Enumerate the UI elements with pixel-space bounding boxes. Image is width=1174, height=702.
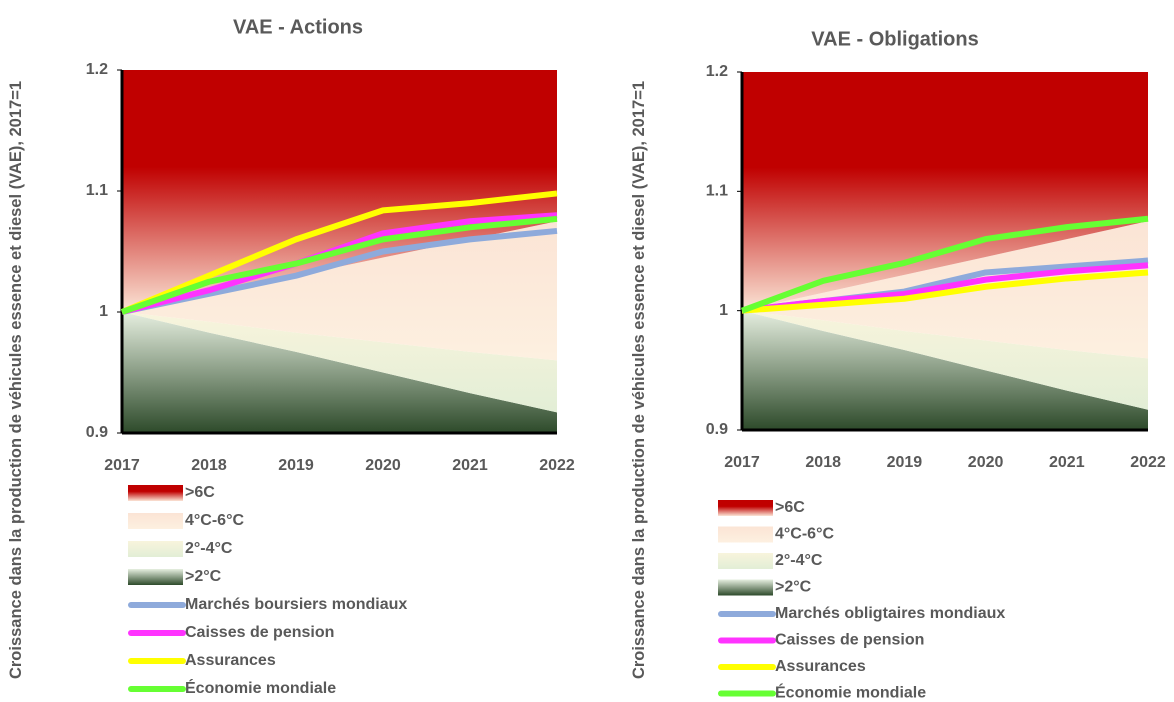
- x-tick-label: 2022: [1130, 454, 1166, 471]
- legend-label: 4°C-6°C: [775, 526, 834, 543]
- x-tick-label: 2017: [104, 457, 140, 474]
- legend-swatch: [718, 500, 773, 516]
- legend-label: Marchés obligtaires mondiaux: [775, 605, 1005, 622]
- legend-label: 4°C-6°C: [185, 512, 244, 529]
- legend-label: >2°C: [185, 568, 222, 585]
- x-tick-label: 2018: [191, 457, 227, 474]
- x-tick-label: 2018: [805, 454, 841, 471]
- legend-label: Caisses de pension: [775, 632, 924, 649]
- series-line: [740, 215, 1149, 314]
- x-tick-label: 2017: [724, 454, 760, 471]
- chart-title: VAE - Obligations: [811, 28, 978, 50]
- legend-label: >6C: [185, 484, 215, 501]
- legend-swatch: [718, 579, 773, 596]
- scenario-band: [742, 310, 1148, 410]
- scenario-band: [122, 221, 557, 361]
- x-tick-label: 2019: [278, 457, 314, 474]
- scenario-band: [122, 312, 557, 413]
- legend-label: Assurances: [185, 652, 276, 669]
- legend-swatch: [128, 541, 183, 557]
- y-tick-label: 0.9: [86, 424, 108, 441]
- series-line: [741, 269, 1149, 314]
- series-line: [121, 215, 558, 315]
- chart-title: VAE - Actions: [233, 16, 363, 38]
- legend-label: Économie mondiale: [185, 678, 336, 697]
- y-axis-label-text: Croissance dans la production de véhicul…: [7, 80, 25, 680]
- x-tick-label: 2021: [1049, 454, 1085, 471]
- x-tick-label: 2021: [452, 457, 488, 474]
- y-axis-label: Croissance dans la production de véhicul…: [630, 80, 648, 680]
- legend-label: Marchés boursiers mondiaux: [185, 596, 407, 613]
- legend-label: Caisses de pension: [185, 624, 334, 641]
- y-tick-label: 1: [99, 303, 108, 320]
- y-tick-label: 1.2: [86, 61, 108, 78]
- legend-swatch: [128, 485, 183, 501]
- scenario-band: [742, 310, 1148, 430]
- scenario-band: [122, 70, 557, 312]
- y-tick-label: 1.1: [706, 183, 728, 200]
- x-tick-label: 2020: [365, 457, 401, 474]
- y-tick-label: 1.1: [86, 182, 108, 199]
- y-axis-label-text: Croissance dans la production de véhicul…: [630, 80, 648, 680]
- legend-label: 2°-4°C: [185, 540, 233, 557]
- scenario-band: [742, 72, 1148, 311]
- legend-swatch: [718, 526, 773, 543]
- legend-label: Assurances: [775, 658, 866, 675]
- legend-swatch: [128, 513, 183, 529]
- y-axis-label: Croissance dans la production de véhicul…: [7, 80, 25, 680]
- legend-label: 2°-4°C: [775, 552, 823, 569]
- y-tick-label: 0.9: [706, 421, 728, 438]
- x-tick-label: 2022: [539, 457, 575, 474]
- y-tick-label: 1: [719, 302, 728, 319]
- legend-label: >2°C: [775, 579, 812, 596]
- legend-label: >6C: [775, 499, 805, 516]
- legend-swatch: [128, 569, 183, 585]
- x-tick-label: 2019: [887, 454, 923, 471]
- legend-label: Économie mondiale: [775, 683, 926, 702]
- series-line: [120, 190, 558, 315]
- scenario-band: [122, 312, 557, 433]
- x-tick-label: 2020: [968, 454, 1004, 471]
- legend-swatch: [718, 553, 773, 569]
- y-tick-label: 1.2: [706, 63, 728, 80]
